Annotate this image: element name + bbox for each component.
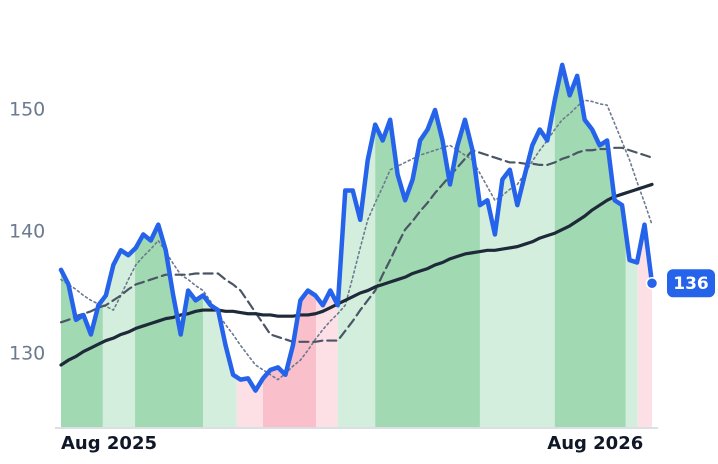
series-line <box>59 146 654 343</box>
x-tick-label: Aug 2025 <box>61 433 157 454</box>
series-line <box>59 182 654 367</box>
y-tick-label: 130 <box>9 343 45 365</box>
band <box>625 64 638 428</box>
series-line <box>58 62 655 393</box>
band <box>135 64 204 428</box>
y-tick-label: 150 <box>9 99 45 121</box>
x-tick-label: Aug 2026 <box>547 433 643 454</box>
line-layer <box>58 62 655 393</box>
last-point <box>645 276 659 290</box>
band <box>102 64 136 428</box>
series-line <box>60 99 653 381</box>
last-value-label: 136 <box>673 274 709 294</box>
y-tick-label: 140 <box>9 221 45 243</box>
last-value-tag <box>667 269 715 298</box>
band <box>375 64 480 428</box>
band <box>61 64 103 428</box>
band <box>236 64 263 428</box>
band <box>316 64 338 428</box>
